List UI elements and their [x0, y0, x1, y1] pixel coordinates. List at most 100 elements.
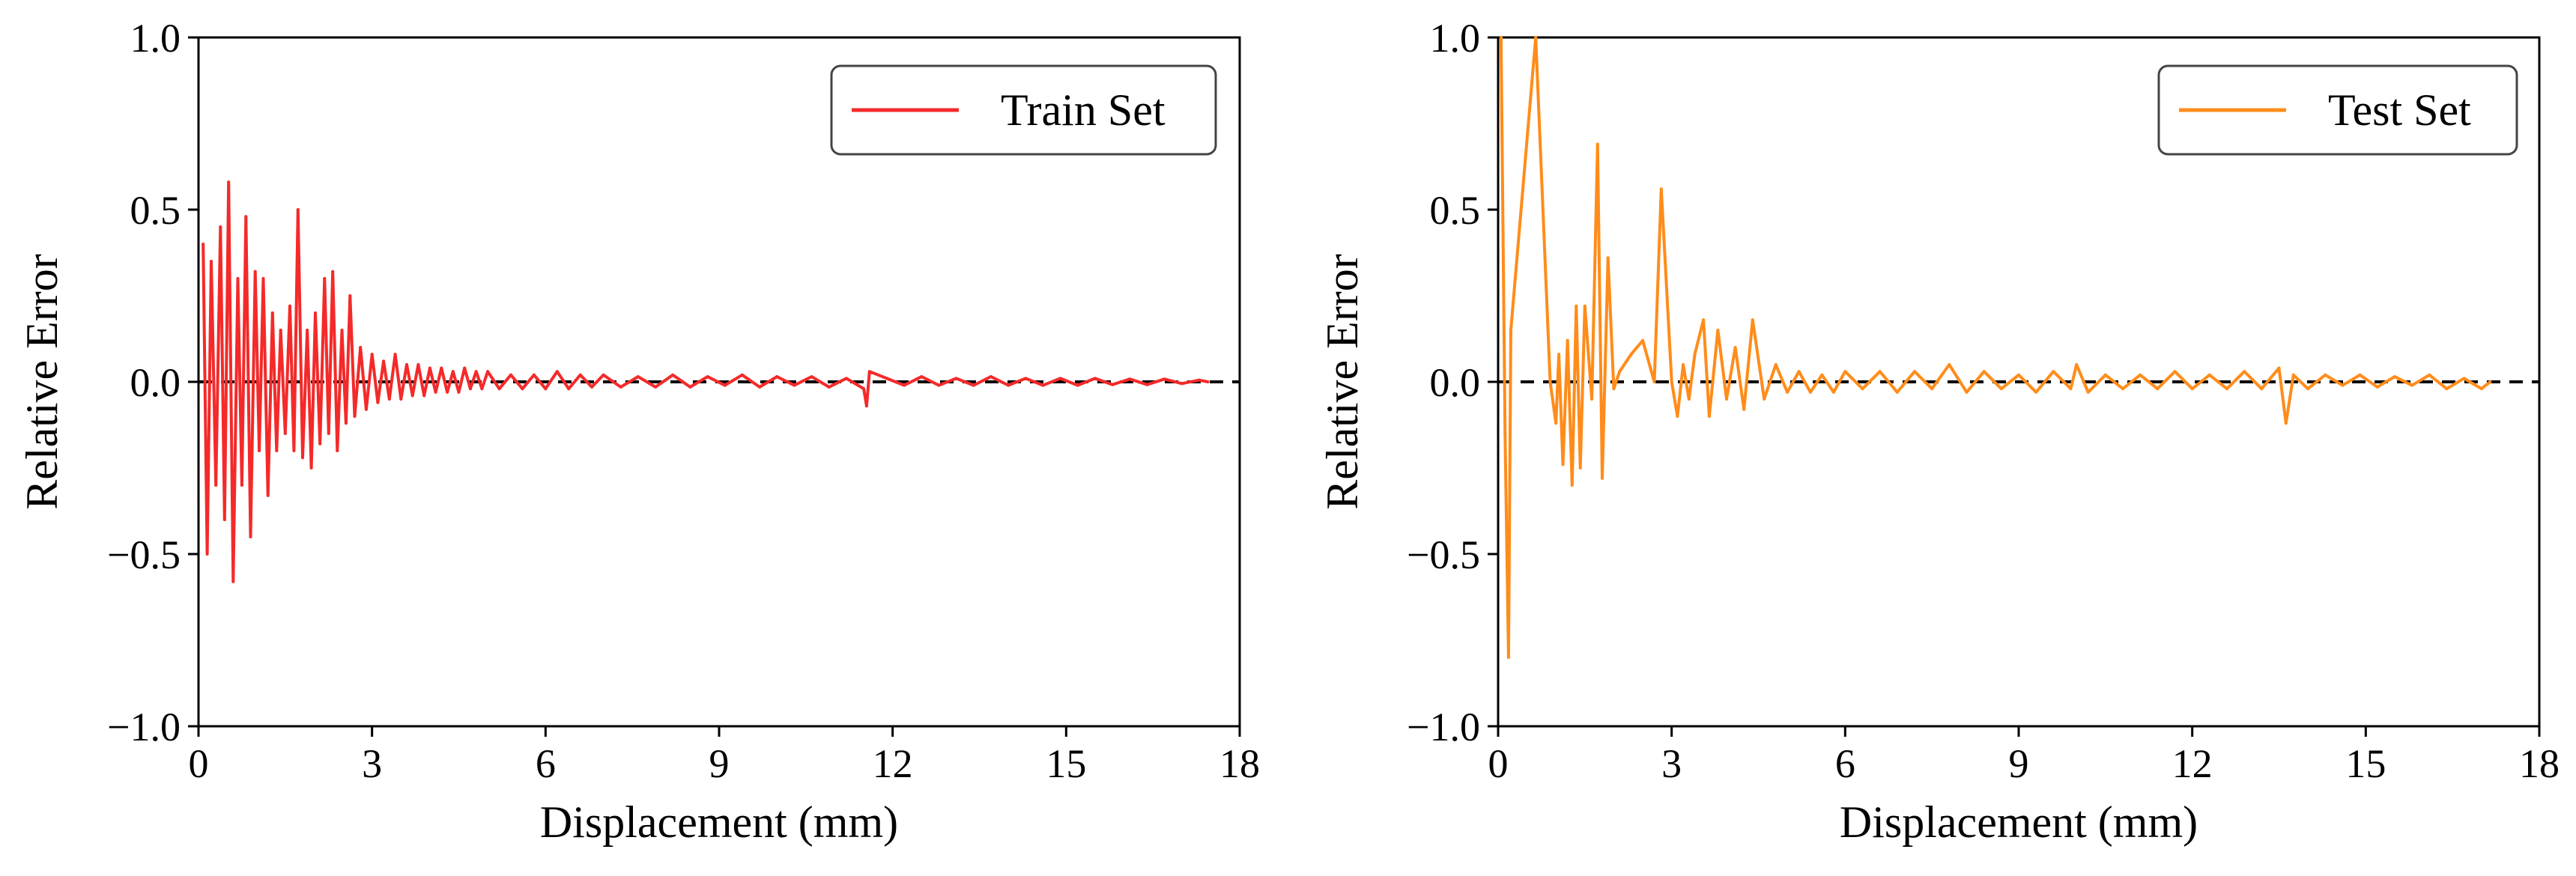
data-point [1820, 373, 1824, 377]
y-tick-label: 0.5 [1430, 188, 1481, 233]
legend: Test Set [2157, 64, 2518, 156]
x-axis-title: Displacement (mm) [540, 797, 898, 847]
data-point [1702, 318, 1706, 322]
data-point [920, 375, 924, 379]
data-point [2260, 387, 2264, 391]
data-point [1641, 338, 1645, 342]
test-set-series-line [1499, 36, 2491, 659]
data-point [1575, 304, 1578, 308]
data-point [1206, 380, 1210, 383]
data-point [1809, 390, 1812, 394]
data-point [2324, 373, 2327, 377]
data-point [463, 366, 467, 370]
data-point [244, 215, 248, 219]
x-axis-title: Displacement (mm) [1840, 797, 2198, 847]
data-point [428, 366, 431, 370]
data-point [416, 363, 420, 366]
legend-box [2157, 64, 2518, 156]
data-point [555, 370, 559, 374]
data-point [2291, 373, 2295, 377]
data-point [1197, 378, 1201, 382]
data-point [1163, 377, 1166, 381]
data-point [1007, 383, 1010, 387]
data-point [2479, 387, 2483, 391]
data-point [451, 370, 455, 374]
data-point [1774, 363, 1778, 366]
data-point [903, 383, 906, 387]
data-point [867, 370, 871, 374]
x-tick-label: 18 [1219, 741, 1260, 786]
data-point [758, 385, 762, 389]
data-point [2410, 383, 2414, 387]
data-point [364, 407, 368, 411]
data-point [1982, 370, 1986, 374]
data-point [1561, 463, 1565, 466]
data-point [793, 383, 796, 387]
data-point [844, 377, 848, 380]
data-point [359, 346, 363, 349]
data-point [1948, 363, 1951, 366]
data-point [382, 359, 386, 363]
data-point [2034, 390, 2038, 394]
data-point [1534, 36, 1538, 39]
data-point [1618, 370, 1622, 374]
data-point [654, 385, 658, 389]
data-point [1930, 387, 1934, 391]
data-point [2462, 377, 2466, 380]
data-point [1076, 383, 1079, 387]
data-point [468, 387, 472, 391]
data-point [1590, 398, 1594, 401]
data-point [283, 432, 287, 435]
data-point [1707, 415, 1711, 418]
data-point [1554, 422, 1558, 425]
x-tick-label: 18 [2519, 741, 2560, 786]
data-point [205, 553, 209, 556]
data-point [1509, 329, 1512, 332]
x-tick-label: 6 [1835, 741, 1855, 786]
x-tick-label: 9 [709, 741, 730, 786]
data-point [288, 304, 291, 308]
data-point [1606, 256, 1610, 260]
data-point [1716, 329, 1720, 332]
x-tick-label: 9 [2009, 741, 2029, 786]
data-point [1878, 370, 1882, 374]
legend-box [830, 64, 1217, 156]
data-point [2139, 373, 2142, 377]
data-point [1570, 484, 1574, 487]
data-point [222, 518, 226, 521]
data-point [219, 225, 222, 228]
data-point [1629, 353, 1633, 356]
data-point [275, 449, 279, 452]
data-point [862, 387, 866, 391]
data-point [723, 383, 727, 387]
data-point [1843, 370, 1847, 374]
data-point [1999, 387, 2003, 391]
data-point [1965, 390, 1969, 394]
data-point [344, 422, 348, 425]
data-point [1058, 377, 1062, 380]
x-tick-label: 12 [2172, 741, 2213, 786]
data-point [210, 260, 213, 263]
data-point [671, 373, 675, 377]
data-point [2075, 363, 2079, 366]
data-point [1595, 142, 1599, 146]
train-set-series-line [201, 180, 1208, 583]
data-point [393, 353, 397, 356]
data-point [636, 375, 640, 379]
data-point [954, 377, 958, 380]
data-point [301, 456, 304, 460]
axis-ticks: 0 3 6 9 12 15 18 −1.0 −0.5 0.0 0.5 1.0 [1407, 16, 2560, 786]
data-point [422, 394, 426, 398]
data-point [2277, 366, 2281, 370]
data-point [1128, 377, 1132, 381]
data-point [348, 294, 352, 297]
data-point [1111, 383, 1115, 386]
data-point [474, 370, 478, 374]
data-point [1548, 380, 1552, 383]
data-point [2306, 387, 2310, 391]
y-tick-label: 0.0 [130, 360, 181, 405]
data-point [240, 484, 243, 487]
data-point [249, 535, 252, 538]
data-point [480, 387, 484, 391]
data-point [2207, 373, 2211, 377]
